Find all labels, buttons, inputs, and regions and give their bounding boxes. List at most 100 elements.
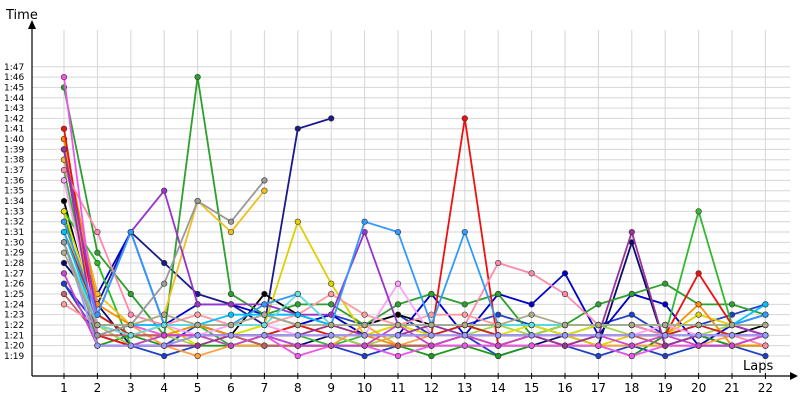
data-point [127,228,134,236]
data-point [394,301,402,308]
data-point [695,332,702,339]
data-point [161,342,168,349]
data-point [227,290,235,298]
data-point [294,332,301,339]
series-line [63,242,766,347]
data-point [60,270,68,277]
data-point [127,342,134,349]
data-point [60,125,68,132]
data-point [361,311,368,318]
data-point [328,321,335,329]
data-point [227,218,235,225]
x-tick-label: 3 [127,381,135,395]
data-point [161,332,168,339]
y-tick-label: 1:44 [4,94,24,104]
data-point [461,342,468,349]
data-point [662,280,669,287]
x-tick-label: 17 [591,381,606,395]
data-point [227,228,235,236]
data-point [194,197,201,205]
y-tick-label: 1:47 [4,63,24,73]
data-point [428,321,435,329]
x-tick-label: 9 [327,381,335,395]
data-point [227,332,235,339]
data-point [60,73,68,81]
data-point [628,342,635,349]
data-point [60,249,68,256]
data-point [695,342,702,349]
x-tick-label: 5 [194,381,202,395]
data-point [561,290,569,298]
y-tick-label: 1:26 [4,280,24,290]
data-point [328,342,335,349]
series-line [63,138,766,357]
y-tick-label: 1:29 [4,249,24,259]
data-point [227,311,235,318]
axes [28,20,798,380]
data-point [762,352,769,360]
data-point [461,301,468,308]
data-point [528,311,535,318]
y-tick-label: 1:34 [4,197,24,207]
x-tick-label: 22 [758,381,773,395]
data-point [161,187,168,194]
data-point [495,332,502,339]
series-31 [60,177,268,339]
y-axis-label: Time [5,8,38,23]
data-point [394,280,402,287]
data-point [361,352,368,360]
data-point [762,301,769,308]
data-point [194,342,201,349]
data-point [394,311,402,318]
data-point [194,321,201,329]
data-point [695,321,702,329]
data-point [695,311,702,318]
y-tick-label: 1:40 [4,135,24,145]
data-point [94,249,101,256]
data-point [60,239,68,246]
x-tick-label: 20 [691,381,706,395]
x-tick-label: 21 [724,381,739,395]
data-point [628,321,635,329]
x-tick-label: 15 [524,381,539,395]
series-line [63,252,766,326]
data-point [461,228,468,236]
data-point [294,321,301,329]
data-point [60,228,68,236]
data-point [428,311,435,318]
data-point [261,290,268,298]
data-point [60,290,68,298]
data-point [428,342,435,349]
x-tick-label: 7 [261,381,269,395]
x-tick-label: 6 [227,381,235,395]
data-point [528,270,535,277]
data-point [394,228,402,236]
data-point [762,332,769,339]
data-point [561,270,569,277]
data-point [60,218,68,225]
data-point [261,177,268,184]
data-point [662,321,669,329]
data-point [595,342,602,349]
data-point [595,352,602,360]
data-point [261,332,268,339]
data-point [161,321,168,329]
data-point [461,311,468,318]
data-point [495,290,502,298]
data-point [595,321,602,329]
data-point [294,218,301,225]
data-point [60,301,68,308]
data-point [60,197,68,205]
data-point [60,259,68,267]
data-point [60,280,68,287]
data-point [194,311,201,318]
data-point [595,301,602,308]
y-tick-label: 1:32 [4,218,24,228]
data-point [161,352,168,360]
data-point [361,321,368,329]
x-tick-label: 11 [390,381,405,395]
data-point [328,290,335,298]
y-tick-label: 1:30 [4,238,24,248]
y-tick-label: 1:38 [4,156,24,166]
data-point [762,311,769,318]
